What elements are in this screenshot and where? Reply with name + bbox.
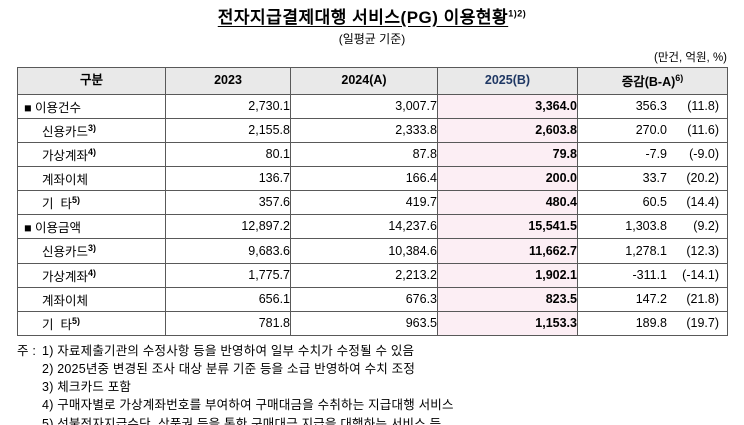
cell-2025: 1,153.3	[437, 310, 578, 337]
table-row-other-count: 기 타5) 357.6 419.7 480.4 60.5 (14.4)	[17, 190, 728, 216]
column-header-2023: 2023	[165, 67, 291, 95]
cell-change: 189.8 (19.7)	[577, 310, 728, 337]
footnotes-prefix: 주 :	[17, 344, 37, 359]
cell-2023: 136.7	[165, 166, 291, 192]
cell-2024: 2,333.8	[290, 117, 438, 143]
cell-change: 1,278.1 (12.3)	[577, 238, 728, 264]
cell-2024: 87.8	[290, 141, 438, 168]
table-header-row: 구분 2023 2024(A) 2025(B) 증감(B-A)6)	[17, 67, 728, 95]
cell-2023: 357.6	[165, 190, 291, 216]
row-label: 기 타5)	[17, 310, 166, 337]
cell-2025: 200.0	[437, 166, 578, 192]
column-header-change: 증감(B-A)6)	[577, 67, 728, 95]
table-row-virtual-account-count: 가상계좌4) 80.1 87.8 79.8 -7.9 (-9.0)	[17, 141, 728, 168]
cell-2024: 3,007.7	[290, 93, 438, 119]
column-header-2024: 2024(A)	[290, 67, 438, 95]
page-title-text: 전자지급결제대행 서비스(PG) 이용현황	[217, 8, 509, 27]
cell-2023: 656.1	[165, 286, 291, 312]
cell-2024: 10,384.6	[290, 238, 438, 264]
cell-change: 60.5 (14.4)	[577, 190, 728, 216]
cell-2025: 2,603.8	[437, 117, 578, 143]
table-row-account-transfer-amount: 계좌이체 656.1 676.3 823.5 147.2 (21.8)	[17, 286, 728, 312]
cell-2023: 1,775.7	[165, 262, 291, 288]
page-title: 전자지급결제대행 서비스(PG) 이용현황1)2)	[17, 8, 727, 28]
row-label: ■ 이용금액	[17, 214, 166, 240]
cell-2025: 3,364.0	[437, 93, 578, 119]
cell-2023: 2,155.8	[165, 117, 291, 143]
footnote-2: 2) 2025년중 변경된 조사 대상 분류 기준 등을 소급 반영하여 수치 …	[42, 362, 416, 377]
cell-2024: 676.3	[290, 286, 438, 312]
row-label: 신용카드3)	[17, 117, 166, 143]
cell-change: 270.0 (11.6)	[577, 117, 728, 143]
cell-change: 147.2 (21.8)	[577, 286, 728, 312]
row-label: ■ 이용건수	[17, 93, 166, 119]
cell-change: 33.7 (20.2)	[577, 166, 728, 192]
cell-change: -311.1 (-14.1)	[577, 262, 728, 288]
table-row-account-transfer-count: 계좌이체 136.7 166.4 200.0 33.7 (20.2)	[17, 166, 728, 192]
cell-2023: 781.8	[165, 310, 291, 337]
column-header-2025: 2025(B)	[437, 67, 578, 95]
page-title-superscript: 1)2)	[508, 8, 527, 19]
footnotes: 주 : 1) 자료제출기관의 수정사항 등을 반영하여 일부 수치가 수정될 수…	[17, 342, 727, 425]
footnote-1: 1) 자료제출기관의 수정사항 등을 반영하여 일부 수치가 수정될 수 있음	[42, 344, 415, 359]
table-row-virtual-account-amount: 가상계좌4) 1,775.7 2,213.2 1,902.1 -311.1 (-1…	[17, 262, 728, 288]
cell-2024: 14,237.6	[290, 214, 438, 240]
cell-change: 356.3 (11.8)	[577, 93, 728, 119]
table-row-credit-card-amount: 신용카드3) 9,683.6 10,384.6 11,662.7 1,278.1…	[17, 238, 728, 264]
cell-2025: 480.4	[437, 190, 578, 216]
cell-2024: 166.4	[290, 166, 438, 192]
cell-2025: 823.5	[437, 286, 578, 312]
footnote-5: 5) 선불전자지급수단, 상품권 등을 통한 구매대금 지급을 대행하는 서비스…	[42, 416, 442, 425]
cell-2025: 79.8	[437, 141, 578, 168]
table-row-other-amount: 기 타5) 781.8 963.5 1,153.3 189.8 (19.7)	[17, 310, 728, 337]
table-row-credit-card-count: 신용카드3) 2,155.8 2,333.8 2,603.8 270.0 (11.…	[17, 117, 728, 143]
cell-2023: 12,897.2	[165, 214, 291, 240]
cell-2025: 11,662.7	[437, 238, 578, 264]
cell-2023: 80.1	[165, 141, 291, 168]
footnote-4: 4) 구매자별로 가상계좌번호를 부여하여 구매대금을 수취하는 지급대행 서비…	[42, 398, 454, 413]
cell-change: -7.9 (-9.0)	[577, 141, 728, 168]
row-label: 계좌이체	[17, 166, 166, 192]
row-label: 기 타5)	[17, 190, 166, 216]
row-label: 가상계좌4)	[17, 262, 166, 288]
column-header-group: 구분	[17, 67, 166, 95]
cell-2023: 9,683.6	[165, 238, 291, 264]
page-subtitle: (일평균 기준)	[338, 32, 406, 47]
footnotes-items: 1) 자료제출기관의 수정사항 등을 반영하여 일부 수치가 수정될 수 있음 …	[42, 342, 727, 425]
cell-change: 1,303.8 (9.2)	[577, 214, 728, 240]
row-label: 계좌이체	[17, 286, 166, 312]
cell-2023: 2,730.1	[165, 93, 291, 119]
table-row-usage-count: ■ 이용건수 2,730.1 3,007.7 3,364.0 356.3 (11.…	[17, 93, 728, 119]
footnote-3: 3) 체크카드 포함	[42, 380, 132, 395]
cell-2025: 1,902.1	[437, 262, 578, 288]
pg-usage-table: 구분 2023 2024(A) 2025(B) 증감(B-A)6) ■ 이용건수…	[17, 67, 728, 337]
column-header-change-label: 증감(B-A)	[621, 75, 676, 90]
cell-2024: 963.5	[290, 310, 438, 337]
cell-2025: 15,541.5	[437, 214, 578, 240]
cell-2024: 2,213.2	[290, 262, 438, 288]
row-label: 신용카드3)	[17, 238, 166, 264]
row-label: 가상계좌4)	[17, 141, 166, 168]
column-header-change-superscript: 6)	[675, 73, 684, 84]
table-row-usage-amount: ■ 이용금액 12,897.2 14,237.6 15,541.5 1,303.…	[17, 214, 728, 240]
cell-2024: 419.7	[290, 190, 438, 216]
unit-note: (만건, 억원, %)	[654, 52, 727, 65]
